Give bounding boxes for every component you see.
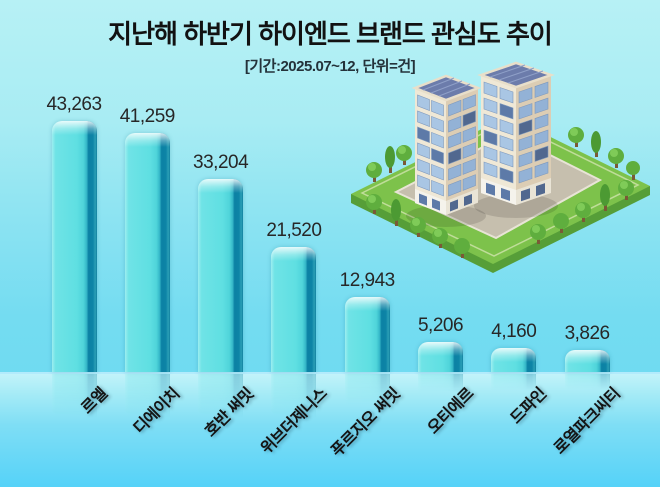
back-trees bbox=[366, 127, 640, 182]
bar-reflection bbox=[491, 374, 537, 394]
bar-reflection bbox=[271, 374, 317, 426]
bar-reflection bbox=[124, 374, 170, 426]
bar-reflection bbox=[344, 374, 390, 410]
bar-value-label: 3,826 bbox=[564, 323, 611, 344]
bar-reflection bbox=[564, 374, 610, 393]
front-trees bbox=[366, 180, 634, 258]
bar-reflection bbox=[418, 374, 463, 396]
bar-value-label: 12,943 bbox=[339, 270, 396, 291]
bar bbox=[418, 342, 463, 372]
bar bbox=[198, 179, 244, 372]
bar-value-label: 41,259 bbox=[119, 106, 176, 127]
bar-value-label: 5,206 bbox=[417, 315, 464, 336]
bar-reflection bbox=[51, 374, 97, 426]
chart-subtitle: [기간:2025.07~12, 단위=건] bbox=[244, 58, 416, 75]
page-title: 지난해 하반기 하이엔드 브랜드 관심도 추이 bbox=[108, 19, 553, 49]
bar bbox=[51, 121, 97, 372]
bar-value-label: 43,263 bbox=[46, 94, 102, 115]
tower-left bbox=[406, 74, 486, 227]
bar bbox=[491, 348, 537, 372]
bar bbox=[124, 133, 170, 372]
bar-value-label: 33,204 bbox=[193, 152, 249, 173]
bar bbox=[344, 297, 390, 372]
bar-value-label: 21,520 bbox=[266, 220, 322, 241]
floor-reflection-band bbox=[0, 372, 660, 487]
bar bbox=[564, 350, 610, 372]
apartment-buildings-illustration bbox=[351, 61, 650, 273]
bar bbox=[271, 247, 317, 372]
bar-value-label: 4,160 bbox=[491, 321, 537, 342]
tower-right bbox=[474, 61, 558, 218]
bar-reflection bbox=[198, 374, 244, 426]
